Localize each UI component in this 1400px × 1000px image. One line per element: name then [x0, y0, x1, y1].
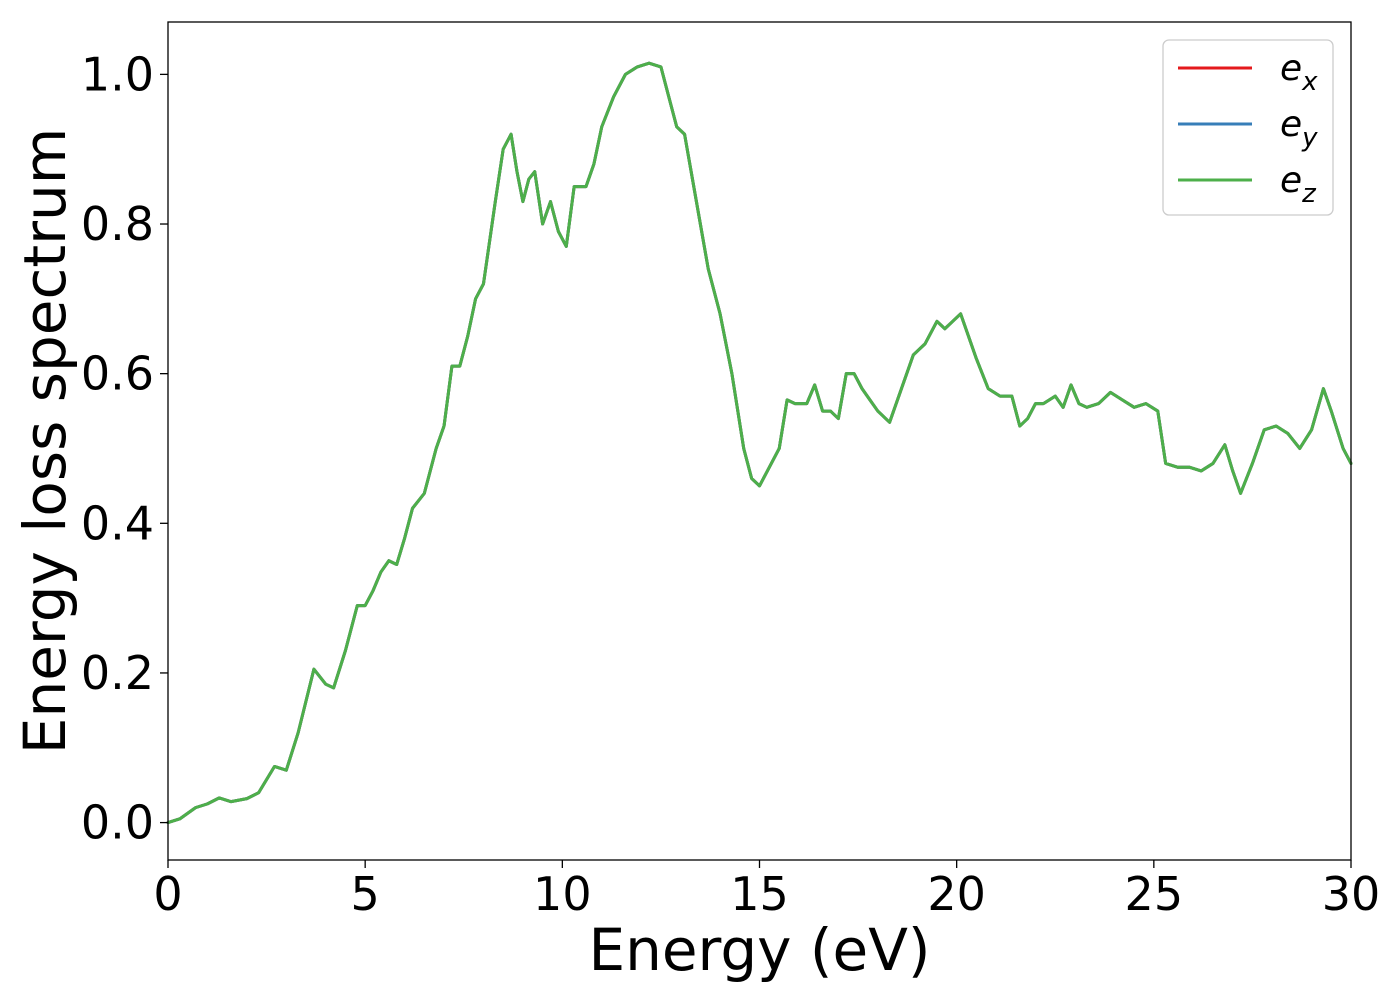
x-axis: 0 5 10 15 20 25 30 — [153, 860, 1380, 921]
y-axis-title: Energy loss spectrum — [11, 128, 79, 754]
legend-label-ez: ez — [1280, 160, 1317, 209]
x-tick-label: 30 — [1322, 867, 1381, 921]
y-tick-label: 0.2 — [81, 646, 154, 700]
legend-label-ex: ex — [1280, 48, 1318, 97]
x-tick-label: 25 — [1125, 867, 1184, 921]
plot-area — [168, 22, 1351, 860]
y-tick-label: 0.4 — [81, 496, 154, 550]
y-tick-label: 0.6 — [81, 347, 154, 401]
legend-label-ey: ey — [1280, 104, 1318, 153]
x-axis-title: Energy (eV) — [588, 916, 930, 984]
x-tick-label: 5 — [351, 867, 380, 921]
series-line-ez — [166, 61, 1353, 825]
y-tick-label: 1.0 — [81, 47, 154, 101]
series-layer — [166, 61, 1353, 825]
y-axis: 0.0 0.2 0.4 0.6 0.8 1.0 — [81, 47, 168, 850]
y-tick-label: 0.8 — [81, 197, 154, 251]
x-tick-label: 10 — [533, 867, 592, 921]
legend-box — [1162, 39, 1334, 216]
x-tick-label: 0 — [153, 867, 182, 921]
x-tick-label: 20 — [927, 867, 986, 921]
legend: ex ey ez — [1162, 39, 1334, 216]
y-tick-label: 0.0 — [81, 796, 154, 850]
x-tick-label: 15 — [730, 867, 789, 921]
